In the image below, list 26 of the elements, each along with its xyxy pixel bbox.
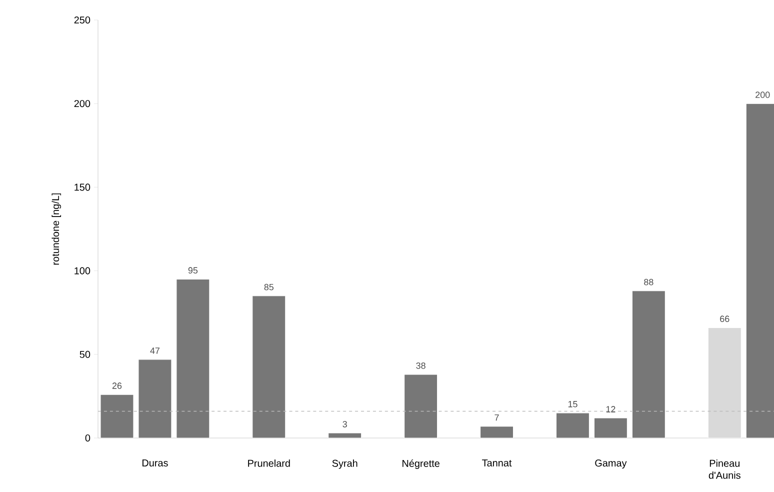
- data-label: 26: [112, 382, 122, 389]
- x-tick-label: Pineau d'Aunis: [708, 460, 740, 479]
- data-label: 88: [644, 278, 654, 286]
- data-label: 12: [606, 406, 616, 412]
- data-label: 66: [720, 316, 730, 322]
- y-tick-label: 50: [80, 350, 90, 358]
- x-tick-label: Syrah: [332, 460, 358, 469]
- x-tick-label: Négrette: [402, 460, 440, 469]
- x-tick-label: Tannat: [482, 460, 512, 466]
- data-label: 7: [494, 414, 499, 421]
- y-tick-label: 0: [85, 434, 90, 442]
- y-tick-label: 250: [74, 16, 90, 24]
- data-label: 95: [188, 267, 198, 274]
- x-tick-label: Duras: [142, 460, 168, 466]
- x-tick-label: Gamay: [595, 460, 627, 469]
- data-label: 15: [568, 401, 578, 408]
- data-label: 38: [416, 362, 426, 369]
- data-label: 47: [150, 348, 160, 354]
- y-tick-label: 200: [74, 100, 90, 108]
- y-tick-label: 100: [74, 267, 90, 274]
- y-tick-label: 150: [74, 184, 90, 191]
- y-axis-title: rotundone [ng/L]: [52, 193, 62, 265]
- x-tick-label: Prunelard: [248, 460, 290, 467]
- data-label: 3: [342, 421, 347, 428]
- data-label: 200: [756, 92, 770, 98]
- data-label: 85: [264, 284, 274, 290]
